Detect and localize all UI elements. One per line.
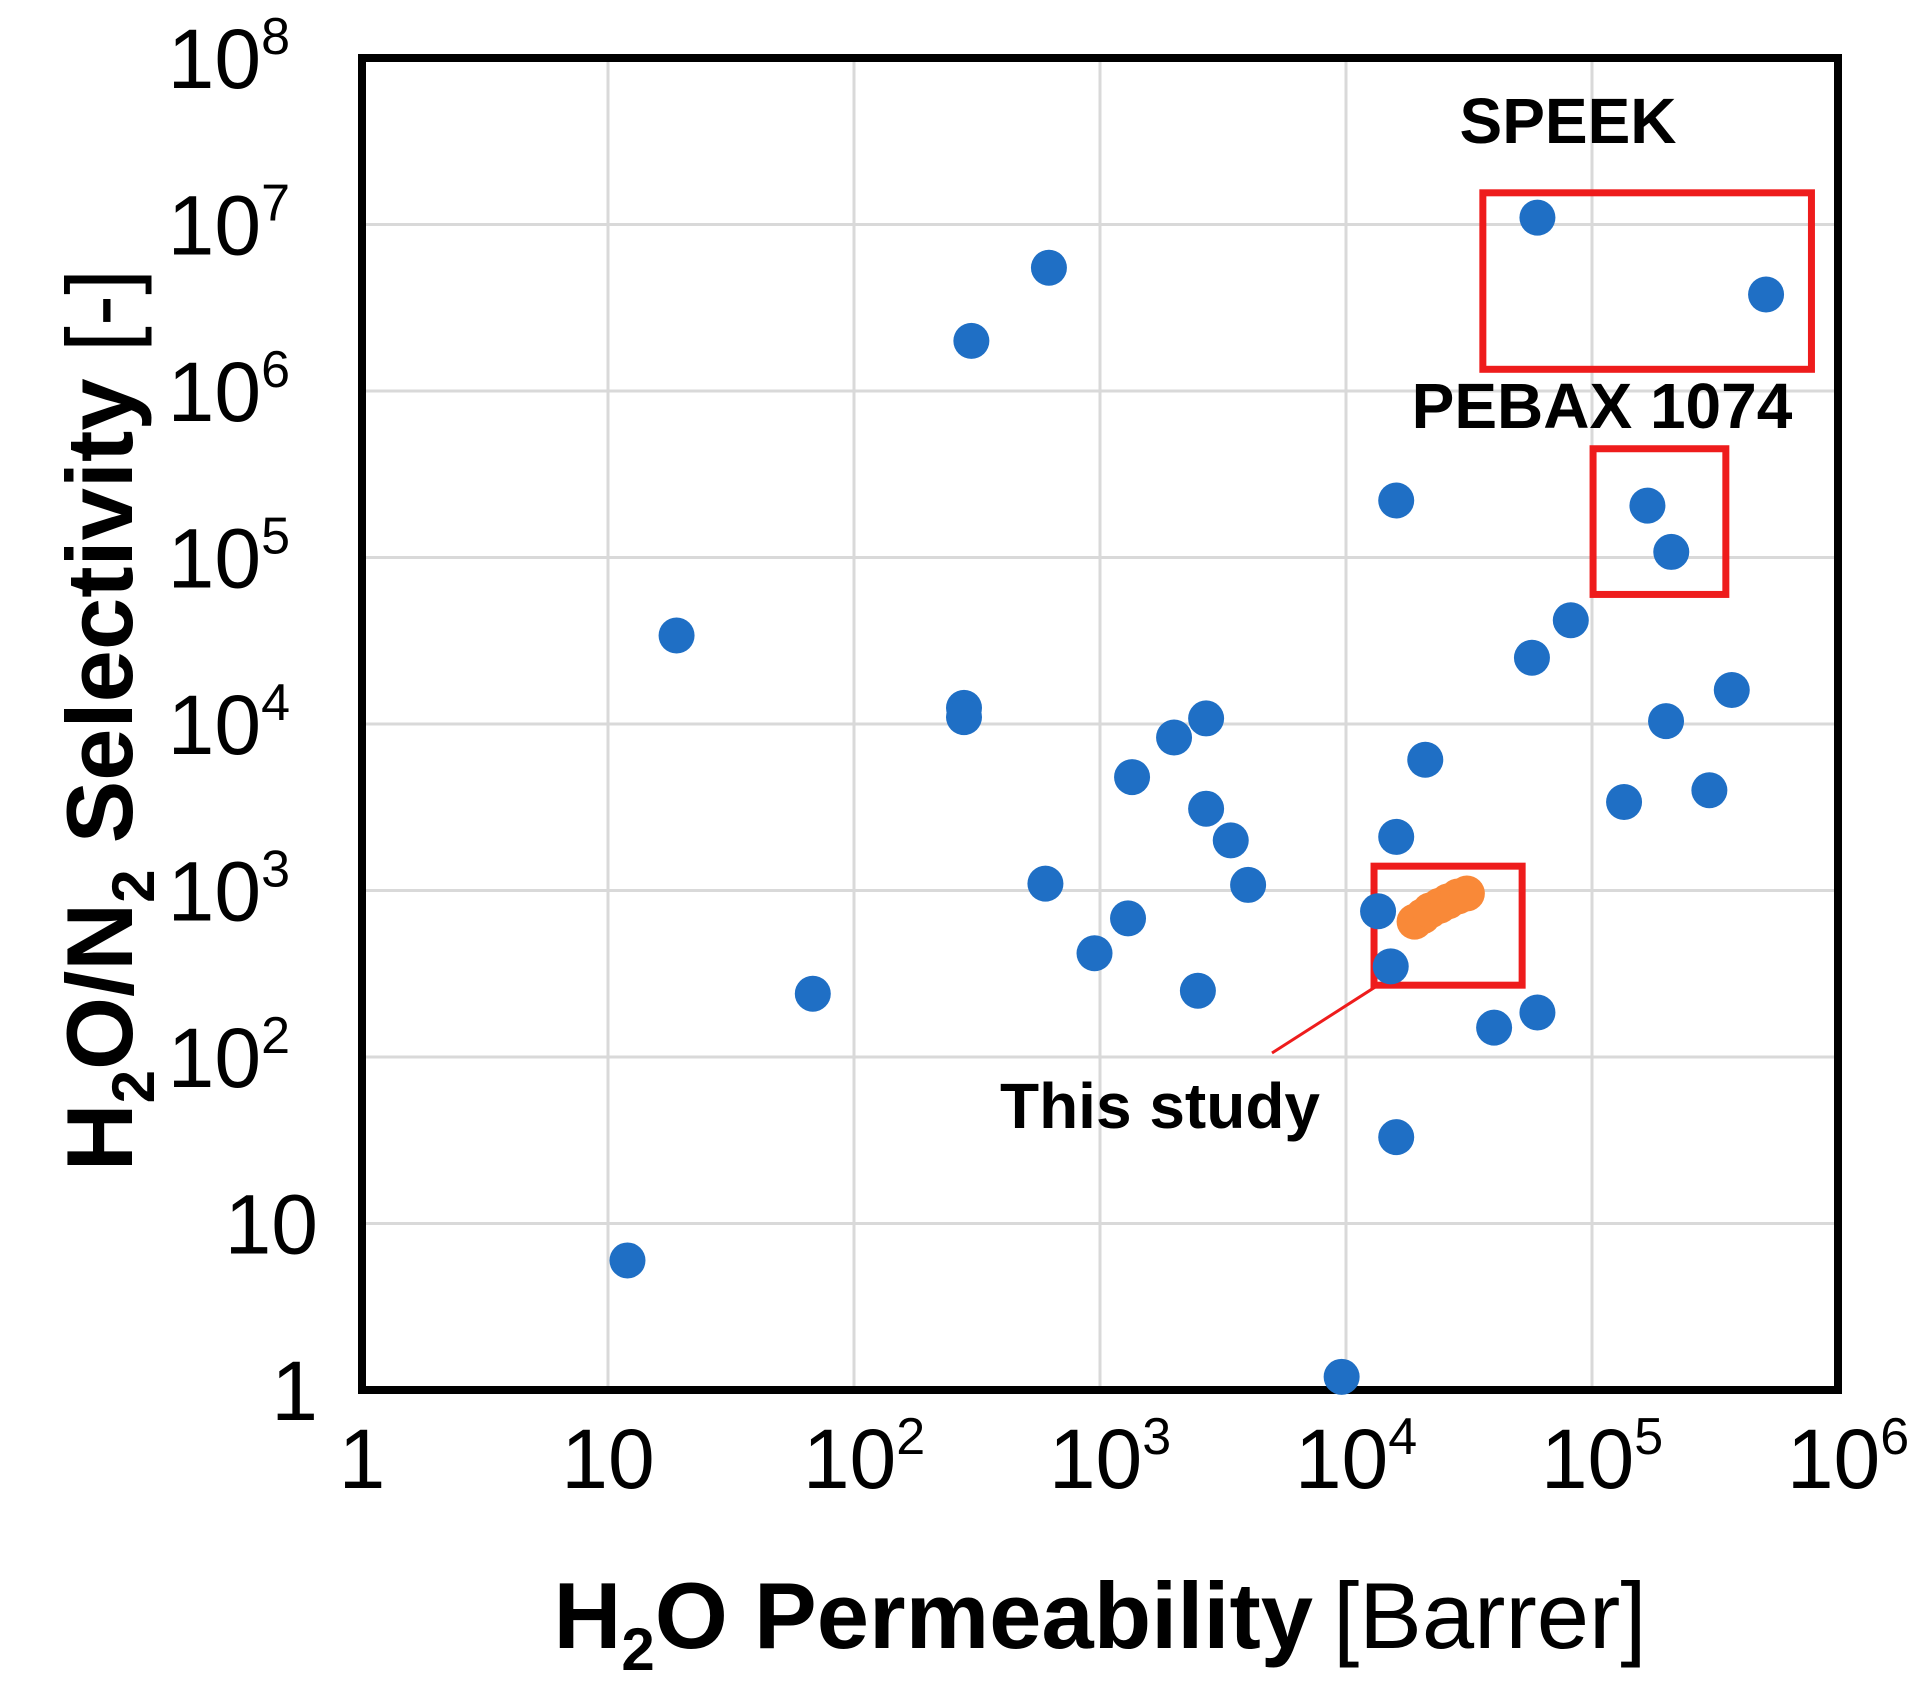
literature-point — [1519, 994, 1556, 1031]
literature-point — [946, 699, 983, 736]
x-tick-label: 106 — [1787, 1408, 1909, 1506]
x-tick-label: 102 — [803, 1408, 925, 1506]
pebax-label: PEBAX 1074 — [1412, 370, 1793, 442]
x-tick-labels: 1 10 102 103 104 105 106 — [339, 1408, 1910, 1506]
y-tick-label: 106 — [168, 341, 290, 439]
x-tick-label: 105 — [1541, 1408, 1663, 1506]
literature-point — [1748, 276, 1785, 313]
literature-point — [1114, 759, 1151, 796]
literature-point — [1372, 948, 1409, 985]
grid-lines — [360, 56, 1840, 1392]
literature-point — [1513, 639, 1550, 676]
literature-point — [1648, 703, 1685, 740]
literature-point — [1476, 1009, 1513, 1046]
y-axis-title: H2O/N2 Selectivity [-] — [47, 269, 167, 1172]
this-study-leader-line — [1271, 983, 1379, 1055]
literature-point — [1323, 1358, 1360, 1395]
annotation-box — [1479, 189, 1815, 373]
literature-point — [658, 617, 695, 654]
literature-point — [794, 975, 831, 1012]
literature-point — [1188, 790, 1225, 827]
data-points — [609, 199, 1785, 1395]
y-tick-label: 103 — [168, 841, 290, 939]
literature-point — [1188, 700, 1225, 737]
speek-label: SPEEK — [1460, 85, 1677, 157]
y-tick-labels: 1 10 102 103 104 105 106 107 108 — [168, 8, 318, 1438]
x-tick-label: 103 — [1049, 1408, 1171, 1506]
literature-point — [1407, 741, 1444, 778]
literature-point — [1027, 865, 1064, 902]
literature-point — [1378, 1119, 1415, 1156]
y-tick-label: 1 — [271, 1344, 318, 1438]
literature-point — [1713, 672, 1750, 709]
y-tick-label: 102 — [168, 1007, 290, 1105]
literature-point — [1156, 719, 1193, 756]
y-tick-label: 108 — [168, 8, 290, 106]
literature-point — [1519, 199, 1556, 236]
literature-point — [1653, 533, 1690, 570]
literature-point — [1552, 602, 1589, 639]
x-tick-label: 10 — [561, 1412, 654, 1506]
literature-point — [1076, 935, 1113, 972]
literature-point — [1378, 818, 1415, 855]
literature-point — [1606, 784, 1643, 821]
literature-point — [1212, 822, 1249, 859]
literature-point — [1691, 772, 1728, 809]
literature-point — [1378, 482, 1415, 519]
this-study-label: This study — [1000, 1070, 1320, 1142]
x-tick-label: 104 — [1295, 1408, 1417, 1506]
this-study-point — [1448, 875, 1485, 912]
y-tick-label: 104 — [168, 674, 290, 772]
plot-area-frame — [358, 54, 1842, 1394]
x-tick-label: 1 — [339, 1412, 386, 1506]
literature-point — [1110, 900, 1147, 937]
literature-point — [953, 322, 990, 359]
y-tick-label: 10 — [225, 1178, 318, 1272]
y-tick-label: 105 — [168, 508, 290, 606]
x-axis-title: H2O Permeability [Barrer] — [554, 1563, 1647, 1683]
literature-point — [1179, 972, 1216, 1009]
literature-point — [1629, 487, 1666, 524]
literature-point — [1360, 893, 1397, 930]
annotation-box — [1589, 445, 1730, 598]
literature-point — [609, 1242, 646, 1279]
y-tick-label: 107 — [168, 175, 290, 273]
literature-point — [1230, 866, 1267, 903]
literature-point — [1030, 249, 1067, 286]
